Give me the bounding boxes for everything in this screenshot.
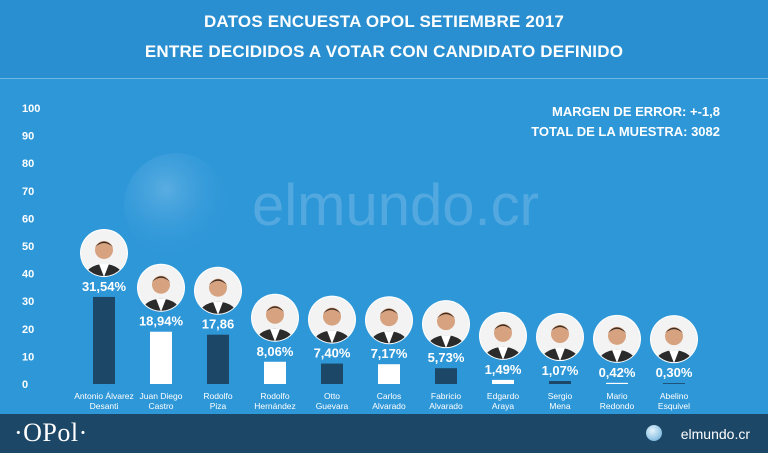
bar <box>150 331 172 384</box>
x-tick-label: Alvarado <box>372 401 406 411</box>
y-tick-label: 100 <box>22 103 40 115</box>
data-label: 31,54% <box>82 279 127 294</box>
x-tick-label: Rodolfo <box>203 391 233 401</box>
candidate-photo-icon <box>194 266 242 315</box>
bar <box>264 361 286 384</box>
opol-logo: ·OPol· <box>14 418 88 447</box>
candidate-photo-icon <box>650 315 698 364</box>
candidate-photo-icon <box>137 263 185 312</box>
x-tick-label: Redondo <box>600 401 635 411</box>
x-tick-label: Alvarado <box>429 401 463 411</box>
x-tick-label: Mena <box>549 401 571 411</box>
y-tick-label: 20 <box>22 324 34 336</box>
bar <box>663 383 685 384</box>
x-tick-label: Mario <box>606 391 628 401</box>
bar <box>378 364 400 384</box>
candidate-photo-icon <box>422 300 470 349</box>
bar <box>93 296 115 384</box>
x-tick-label: Fabricio <box>431 391 462 401</box>
y-tick-label: 0 <box>22 379 28 391</box>
x-tick-label: Antonio Álvarez <box>74 391 134 401</box>
data-label: 7,40% <box>314 346 351 361</box>
candidate-photo-icon <box>308 295 356 344</box>
bar <box>321 363 343 384</box>
x-tick-label: Desanti <box>90 401 119 411</box>
watermark-globe-icon <box>124 153 228 257</box>
y-tick-label: 10 <box>22 351 34 363</box>
chart-title: DATOS ENCUESTA OPOL SETIEMBRE 2017 <box>203 12 565 31</box>
x-tick-label: Guevara <box>316 401 349 411</box>
y-tick-label: 40 <box>22 269 34 281</box>
y-tick-label: 90 <box>22 131 34 143</box>
candidate-photo-icon <box>80 228 128 277</box>
candidate-photo-icon <box>593 314 641 363</box>
header-banner: DATOS ENCUESTA OPOL SETIEMBRE 2017 ENTRE… <box>0 0 768 79</box>
bar <box>207 334 229 384</box>
x-tick-label: Sergio <box>548 391 573 401</box>
watermark-text: elmundo.cr <box>252 173 539 238</box>
bar <box>549 381 571 384</box>
x-tick-label: Otto <box>324 391 340 401</box>
x-tick-label: Juan Diego <box>139 391 182 401</box>
bar-chart: elmundo.cr 0 10 20 30 40 50 60 70 80 90 100 31,54%… <box>22 103 698 411</box>
y-tick-label: 30 <box>22 296 34 308</box>
x-tick-label: Piza <box>210 401 227 411</box>
y-tick-label: 60 <box>22 213 34 225</box>
bar <box>492 379 514 384</box>
candidate-photo-icon <box>365 296 413 345</box>
x-tick-label: Castro <box>148 401 173 411</box>
elmundo-logo: elmundo.cr <box>680 426 750 442</box>
x-tick-label: Esquivel <box>658 401 690 411</box>
bar <box>435 368 457 384</box>
data-label: 0,42% <box>599 365 636 380</box>
candidate-photo-icon <box>536 313 584 362</box>
candidate-photo-icon <box>251 293 299 342</box>
watermark: elmundo.cr <box>124 153 539 257</box>
x-tick-label: Rodolfo <box>260 391 290 401</box>
bar <box>606 382 628 384</box>
candidate-photo-icon <box>479 311 527 360</box>
y-tick-label: 70 <box>22 186 34 198</box>
x-tick-label: Carlos <box>377 391 402 401</box>
x-tick-label: Edgardo <box>487 391 519 401</box>
data-label: 5,73% <box>428 350 465 365</box>
data-label: 17,86 <box>202 317 235 332</box>
data-label: 1,07% <box>542 363 579 378</box>
x-tick-label: Abelino <box>660 391 689 401</box>
footer-bar: ·OPol· elmundo.cr <box>0 414 768 453</box>
data-label: 18,94% <box>139 314 184 329</box>
globe-icon <box>646 425 662 441</box>
data-label: 1,49% <box>485 362 522 377</box>
data-label: 0,30% <box>656 365 693 380</box>
x-tick-label: Araya <box>492 401 514 411</box>
y-tick-label: 50 <box>22 241 34 253</box>
data-label: 8,06% <box>257 344 294 359</box>
x-tick-label: Hernández <box>254 401 296 411</box>
sample-total: TOTAL DE LA MUESTRA: 3082 <box>531 124 720 139</box>
y-tick-label: 80 <box>22 158 34 170</box>
margin-of-error: MARGEN DE ERROR: +-1,8 <box>552 104 720 119</box>
data-label: 7,17% <box>371 346 408 361</box>
chart-subtitle: ENTRE DECIDIDOS A VOTAR CON CANDIDATO DE… <box>144 42 624 61</box>
